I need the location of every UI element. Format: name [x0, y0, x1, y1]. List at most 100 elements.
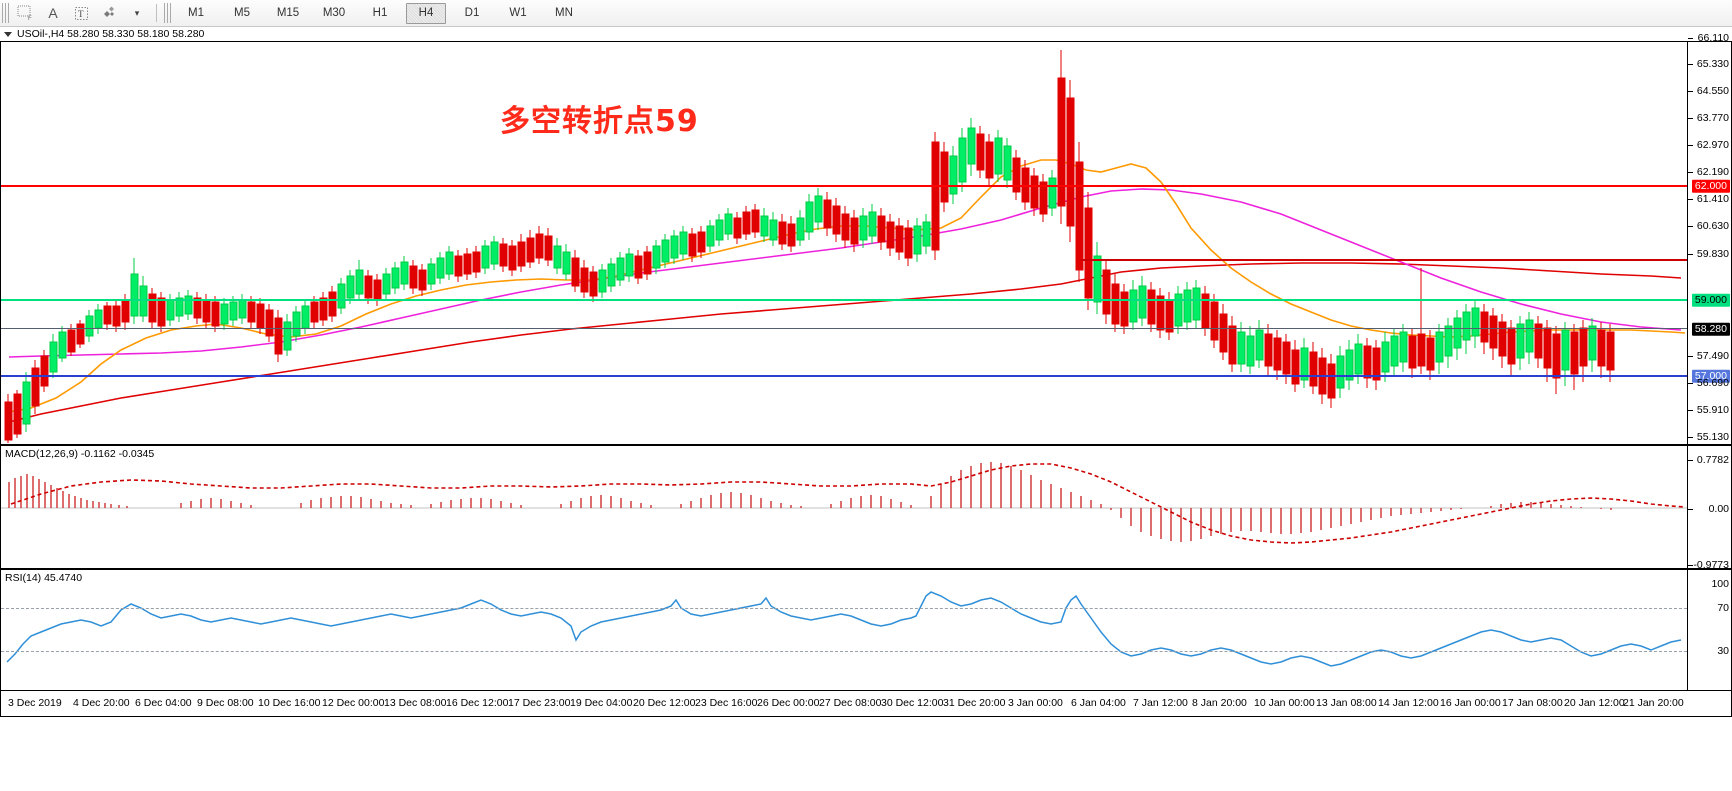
rsi-axis-label: 100: [1711, 577, 1729, 590]
current-price-line: [1, 328, 1687, 329]
price-axis-tick: [1688, 437, 1693, 438]
macd-indicator-frame: MACD(12,26,9) -0.1162 -0.0345: [0, 445, 1732, 571]
price-axis-label: 55.910: [1696, 403, 1729, 416]
time-axis-label: 12 Dec 00:00: [322, 697, 385, 709]
timeframe-h4[interactable]: H4: [406, 2, 446, 24]
price-axis-tick: [1688, 91, 1693, 92]
macd-svg: [1, 462, 1687, 544]
objects-icon[interactable]: [96, 2, 122, 24]
timeframe-h1[interactable]: H1: [372, 7, 388, 19]
resistance-line-5983[interactable]: [1081, 259, 1687, 261]
price-axis-tick: [1688, 64, 1693, 65]
price-axis-label: 56.690: [1696, 376, 1729, 389]
time-axis-label: 4 Dec 20:00: [73, 697, 130, 709]
price-axis-label: 63.770: [1696, 111, 1729, 124]
time-axis-label: 30 Dec 12:00: [881, 697, 944, 709]
rsi-axis[interactable]: 100 70 30: [1687, 570, 1731, 690]
price-axis-tick: [1688, 383, 1693, 384]
time-axis-label: 21 Jan 20:00: [1623, 697, 1684, 709]
chart-annotation-text[interactable]: 多空转折点59: [500, 104, 699, 139]
time-axis-label: 3 Jan 00:00: [1008, 697, 1063, 709]
price-axis-label: 62.970: [1696, 138, 1729, 151]
svg-text:T: T: [78, 9, 84, 19]
price-axis-label: 59.830: [1696, 247, 1729, 260]
time-axis-label: 10 Dec 16:00: [258, 697, 321, 709]
price-axis-label: 64.550: [1696, 84, 1729, 97]
price-chart-frame: 66.110 65.330 64.550 63.770 62.970 62.190 62.0…: [0, 33, 1732, 445]
price-candles-svg: [4, 50, 1686, 443]
macd-axis[interactable]: 0.7782 0.00 -0.9773: [1687, 446, 1731, 571]
time-axis-label: 6 Dec 04:00: [135, 697, 192, 709]
price-axis[interactable]: 66.110 65.330 64.550 63.770 62.970 62.190 62.0…: [1687, 33, 1731, 444]
text-tool-icon[interactable]: A: [40, 2, 66, 24]
timeframe-m1[interactable]: M1: [188, 7, 204, 19]
toolbar-dropdown-arrow-icon[interactable]: ▾: [124, 2, 150, 24]
time-axis-label: 13 Jan 08:00: [1316, 697, 1377, 709]
rsi-oversold-line: [1, 651, 1687, 652]
macd-axis-label: -0.9773: [1693, 558, 1729, 571]
price-axis-label: 61.410: [1696, 192, 1729, 205]
price-plot-area[interactable]: [1, 42, 1687, 444]
text-label-icon[interactable]: T: [68, 2, 94, 24]
time-axis-label: 23 Dec 16:00: [695, 697, 758, 709]
macd-axis-tick: [1688, 509, 1693, 510]
time-axis-label: 20 Jan 12:00: [1564, 697, 1625, 709]
price-level-badge-green[interactable]: 59.000: [1691, 293, 1730, 307]
price-axis-tick: [1688, 410, 1693, 411]
time-axis-label: 16 Jan 00:00: [1440, 697, 1501, 709]
rsi-svg: [6, 591, 1682, 667]
timeframe-grip[interactable]: [164, 3, 171, 23]
price-axis-tick: [1688, 145, 1693, 146]
time-axis-label: 10 Jan 00:00: [1254, 697, 1315, 709]
price-level-badge-red[interactable]: 62.000: [1691, 179, 1730, 193]
time-axis-label: 6 Jan 04:00: [1071, 697, 1126, 709]
macd-axis-tick: [1688, 565, 1693, 566]
toolbar-divider: [156, 4, 157, 22]
price-axis-label: 62.190: [1696, 165, 1729, 178]
price-axis-tick: [1688, 254, 1693, 255]
time-axis-label: 27 Dec 08:00: [819, 697, 882, 709]
timeframe-m15[interactable]: M15: [276, 7, 300, 19]
timeframe-d1[interactable]: D1: [464, 7, 480, 19]
price-axis-tick: [1688, 356, 1693, 357]
price-level-badge-blue[interactable]: 57.000: [1691, 369, 1730, 383]
time-axis-label: 20 Dec 12:00: [633, 697, 696, 709]
time-axis[interactable]: 3 Dec 2019 4 Dec 20:00 6 Dec 04:00 9 Dec 08…: [0, 691, 1732, 717]
rsi-axis-label: 30: [1717, 644, 1729, 657]
price-axis-tick: [1688, 38, 1693, 39]
macd-axis-label: 0.7782: [1696, 453, 1729, 466]
text-label-icon-svg: T: [74, 6, 88, 20]
price-axis-label: 55.130: [1696, 430, 1729, 443]
timeframe-m5[interactable]: M5: [234, 7, 250, 19]
svg-text:F: F: [28, 16, 32, 21]
price-axis-tick: [1688, 118, 1693, 119]
resistance-line-62[interactable]: [1, 185, 1687, 187]
rsi-plot-area[interactable]: [1, 570, 1687, 690]
chevron-down-icon[interactable]: [4, 31, 12, 37]
macd-plot-area[interactable]: [1, 446, 1687, 568]
macd-signal-line: [10, 463, 1686, 544]
timeframe-mn[interactable]: MN: [555, 7, 573, 19]
crosshair-icon[interactable]: F: [12, 2, 38, 24]
macd-axis-tick: [1688, 460, 1693, 461]
time-axis-label: 17 Dec 23:00: [508, 697, 571, 709]
price-axis-label: 60.630: [1696, 219, 1729, 232]
toolbar-grip[interactable]: [2, 3, 9, 23]
time-axis-label: 14 Jan 12:00: [1378, 697, 1439, 709]
time-axis-label: 8 Jan 20:00: [1192, 697, 1247, 709]
time-axis-label: 16 Dec 12:00: [446, 697, 509, 709]
time-axis-inner: 3 Dec 2019 4 Dec 20:00 6 Dec 04:00 9 Dec 08…: [1, 691, 1689, 715]
text-tool-glyph: A: [48, 5, 58, 21]
timeframe-m30[interactable]: M30: [322, 7, 346, 19]
price-axis-label: 65.330: [1696, 57, 1729, 70]
ma-orange-line: [8, 159, 1686, 413]
pivot-line-59[interactable]: [1, 299, 1687, 301]
support-line-57[interactable]: [1, 375, 1687, 377]
price-axis-tick: [1688, 226, 1693, 227]
rsi-indicator-frame: RSI(14) 45.4740 100 70 30: [0, 569, 1732, 691]
time-axis-label: 31 Dec 20:00: [943, 697, 1006, 709]
timeframe-w1[interactable]: W1: [509, 7, 527, 19]
price-level-badge-black[interactable]: 58.280: [1691, 322, 1730, 336]
time-axis-label: 7 Jan 12:00: [1133, 697, 1188, 709]
